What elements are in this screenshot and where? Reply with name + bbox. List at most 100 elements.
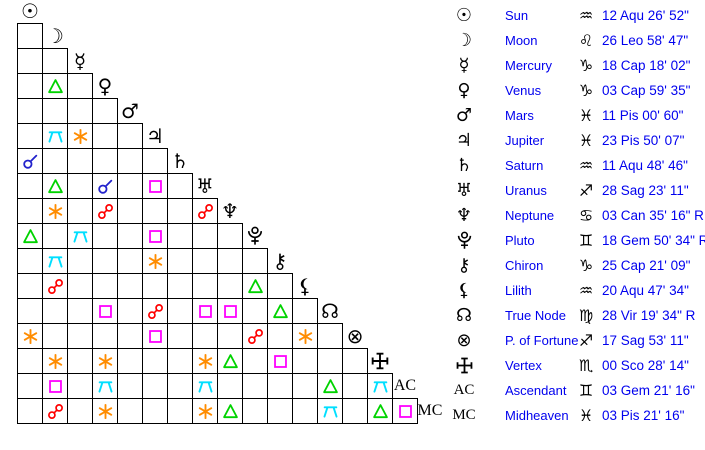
neptune-icon: ♆: [455, 205, 473, 226]
aspect-cell-true_node-moon: [42, 298, 68, 324]
aspect-cell-neptune-jupiter: [142, 198, 168, 224]
moon-icon: ☽: [455, 30, 473, 51]
neptune-icon: ♆: [221, 199, 239, 223]
planet-position-moon: 26 Leo 58' 47": [602, 33, 689, 48]
aspect-cell-chiron-jupiter: [142, 248, 168, 274]
ascendant-label-diagonal-slot: AC: [392, 373, 418, 399]
planet-position-fortune: 17 Sag 53' 11": [602, 333, 689, 348]
aspect-cell-jupiter-venus: [92, 123, 118, 149]
aspect-cell-ascendant-true_node: [317, 373, 343, 399]
square-icon: [147, 228, 164, 245]
aspect-cell-vertex-chiron: [267, 348, 293, 374]
capricorn-icon: ♑: [578, 256, 594, 275]
aspect-cell-vertex-lilith: [292, 348, 318, 374]
square-icon: [397, 403, 414, 420]
aspect-cell-chiron-venus: [92, 248, 118, 274]
cancer-icon: ♋: [578, 206, 594, 225]
saturn-icon-diagonal-slot: ♄: [167, 148, 193, 174]
aspect-cell-ascendant-venus: [92, 373, 118, 399]
mars-icon-diagonal-slot: ♂: [117, 98, 143, 124]
planet-row-glyph-venus: ♀: [446, 78, 482, 103]
aspect-cell-true_node-jupiter: [142, 298, 168, 324]
aspect-cell-chiron-neptune: [217, 248, 243, 274]
pisces-icon: ♓: [578, 406, 594, 425]
planet-position-midheaven: 03 Pis 21' 16": [602, 408, 685, 423]
trine-icon: [222, 353, 239, 370]
square-icon: [147, 328, 164, 345]
planet-row-glyph-neptune: ♆: [446, 203, 482, 228]
venus-icon: ♀: [97, 74, 113, 98]
sextile-icon: [72, 128, 89, 145]
conjunction-icon: [22, 153, 39, 170]
aspect-cell-jupiter-moon: [42, 123, 68, 149]
aspect-cell-saturn-mercury: [67, 148, 93, 174]
sagittarius-icon: ♐: [578, 331, 594, 350]
aspect-cell-chiron-mars: [117, 248, 143, 274]
uranus-icon: ♅: [196, 174, 214, 198]
planet-name-jupiter: Jupiter: [505, 133, 545, 148]
aspect-cell-uranus-sun: [17, 173, 43, 199]
aspect-cell-midheaven-mars: [117, 398, 143, 424]
aquarius-icon: ♒: [578, 6, 594, 25]
aspect-cell-uranus-mars: [117, 173, 143, 199]
aspect-cell-fortune-jupiter: [142, 323, 168, 349]
aspect-cell-saturn-venus: [92, 148, 118, 174]
aspect-cell-midheaven-true_node: [317, 398, 343, 424]
planet-name-venus: Venus: [505, 83, 542, 98]
aspect-cell-ascendant-lilith: [292, 373, 318, 399]
planet-row-glyph-pluto: [446, 228, 482, 253]
aspect-cell-vertex-sun: [17, 348, 43, 374]
opposition-icon: [247, 328, 264, 345]
trine-icon: [372, 403, 389, 420]
planet-position-neptune: 03 Can 35' 16" R: [602, 208, 704, 223]
sextile-icon: [147, 253, 164, 270]
aspect-cell-fortune-venus: [92, 323, 118, 349]
planet-position-lilith: 20 Aqu 47' 34": [602, 283, 689, 298]
aspect-cell-ascendant-vertex: [367, 373, 393, 399]
planet-position-chiron: 25 Cap 21' 09": [602, 258, 691, 273]
aspect-cell-lilith-saturn: [167, 273, 193, 299]
planet-position-true_node: 28 Vir 19' 34" R: [602, 308, 696, 323]
aspect-cell-true_node-sun: [17, 298, 43, 324]
trine-icon: [47, 78, 64, 95]
planet-position-venus: 03 Cap 59' 35": [602, 83, 691, 98]
lilith-icon: ⚸: [297, 274, 313, 298]
opposition-icon: [147, 303, 164, 320]
aspect-cell-pluto-mars: [117, 223, 143, 249]
aspect-cell-fortune-pluto: [242, 323, 268, 349]
sextile-icon: [297, 328, 314, 345]
mercury-icon: ☿: [73, 49, 87, 73]
quincunx-icon: [47, 128, 64, 145]
aspect-cell-mars-sun: [17, 98, 43, 124]
lilith-icon-diagonal-slot: ⚸: [292, 273, 318, 299]
aspect-cell-true_node-venus: [92, 298, 118, 324]
aspect-cell-neptune-mars: [117, 198, 143, 224]
aspect-cell-uranus-jupiter: [142, 173, 168, 199]
sextile-icon: [22, 328, 39, 345]
trine-icon: [222, 403, 239, 420]
aspect-cell-pluto-jupiter: [142, 223, 168, 249]
moon-icon-diagonal-slot: ☽: [42, 23, 68, 49]
aspect-cell-ascendant-saturn: [167, 373, 193, 399]
aspect-cell-true_node-mercury: [67, 298, 93, 324]
planet-row-glyph-mercury: ☿: [446, 53, 482, 78]
planet-row-glyph-saturn: ♄: [446, 153, 482, 178]
aspect-cell-lilith-moon: [42, 273, 68, 299]
planet-name-ascendant: Ascendant: [505, 383, 567, 398]
aspect-cell-midheaven-mercury: [67, 398, 93, 424]
aspect-cell-saturn-jupiter: [142, 148, 168, 174]
aspect-cell-lilith-jupiter: [142, 273, 168, 299]
aspect-cell-ascendant-pluto: [242, 373, 268, 399]
saturn-icon: ♄: [455, 155, 473, 176]
aspect-cell-true_node-pluto: [242, 298, 268, 324]
sextile-icon: [47, 353, 64, 370]
aspect-cell-midheaven-uranus: [192, 398, 218, 424]
planet-position-uranus: 28 Sag 23' 11": [602, 183, 689, 198]
trine-icon: [322, 378, 339, 395]
sextile-icon: [197, 403, 214, 420]
aspect-cell-ascendant-jupiter: [142, 373, 168, 399]
aspect-cell-lilith-pluto: [242, 273, 268, 299]
planet-name-mars: Mars: [505, 108, 534, 123]
aspect-cell-true_node-mars: [117, 298, 143, 324]
aspect-cell-pluto-sun: [17, 223, 43, 249]
